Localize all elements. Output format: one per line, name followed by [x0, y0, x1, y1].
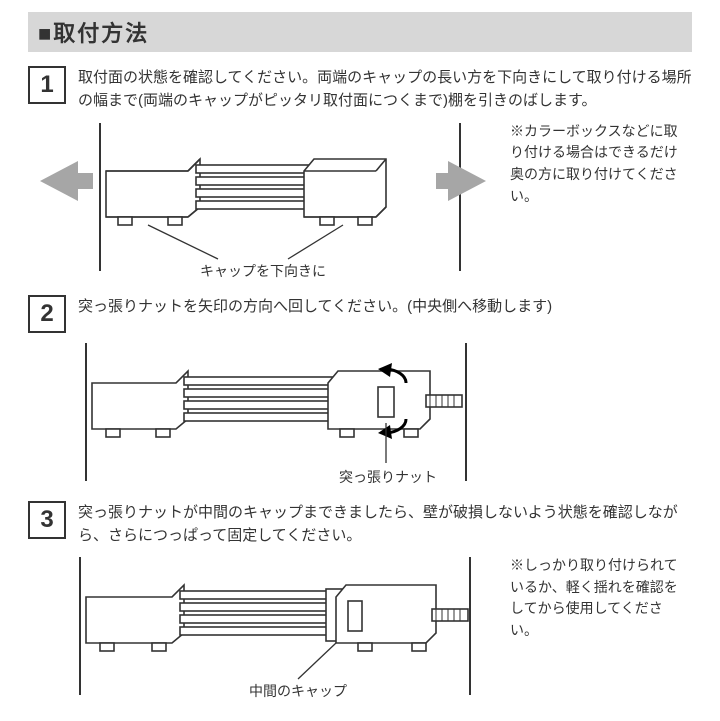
- step2-callout: 突っ張りナット: [328, 467, 448, 487]
- step-3: 3 突っ張りナットが中間のキャップまできましたら、壁が破損しないよう状態を確認し…: [28, 501, 692, 702]
- step2-diagram: 突っ張りナット: [28, 341, 498, 487]
- step1-callout: キャップを下向きに: [28, 261, 498, 281]
- step3-callout: 中間のキャップ: [228, 681, 368, 701]
- step1-diagram: キャップを下向きに: [28, 121, 498, 281]
- section-title: ■取付方法: [28, 12, 692, 52]
- step-number: 1: [28, 66, 66, 104]
- step-1: 1 取付面の状態を確認してください。両端のキャップの長い方を下向きにして取り付け…: [28, 66, 692, 281]
- step-text: 突っ張りナットを矢印の方向へ回してください。(中央側へ移動します): [78, 295, 552, 318]
- step-number: 3: [28, 501, 66, 539]
- step3-diagram: 中間のキャップ: [28, 555, 498, 701]
- step-number: 2: [28, 295, 66, 333]
- step-2: 2 突っ張りナットを矢印の方向へ回してください。(中央側へ移動します): [28, 295, 692, 487]
- step-text: 突っ張りナットが中間のキャップまできましたら、壁が破損しないよう状態を確認しなが…: [78, 501, 692, 548]
- step3-note: ※しっかり取り付けられているか、軽く揺れを確認をしてから使用してください。: [510, 555, 680, 642]
- step1-note: ※カラーボックスなどに取り付ける場合はできるだけ奥の方に取り付けてください。: [510, 121, 680, 208]
- step-text: 取付面の状態を確認してください。両端のキャップの長い方を下向きにして取り付ける場…: [78, 66, 692, 113]
